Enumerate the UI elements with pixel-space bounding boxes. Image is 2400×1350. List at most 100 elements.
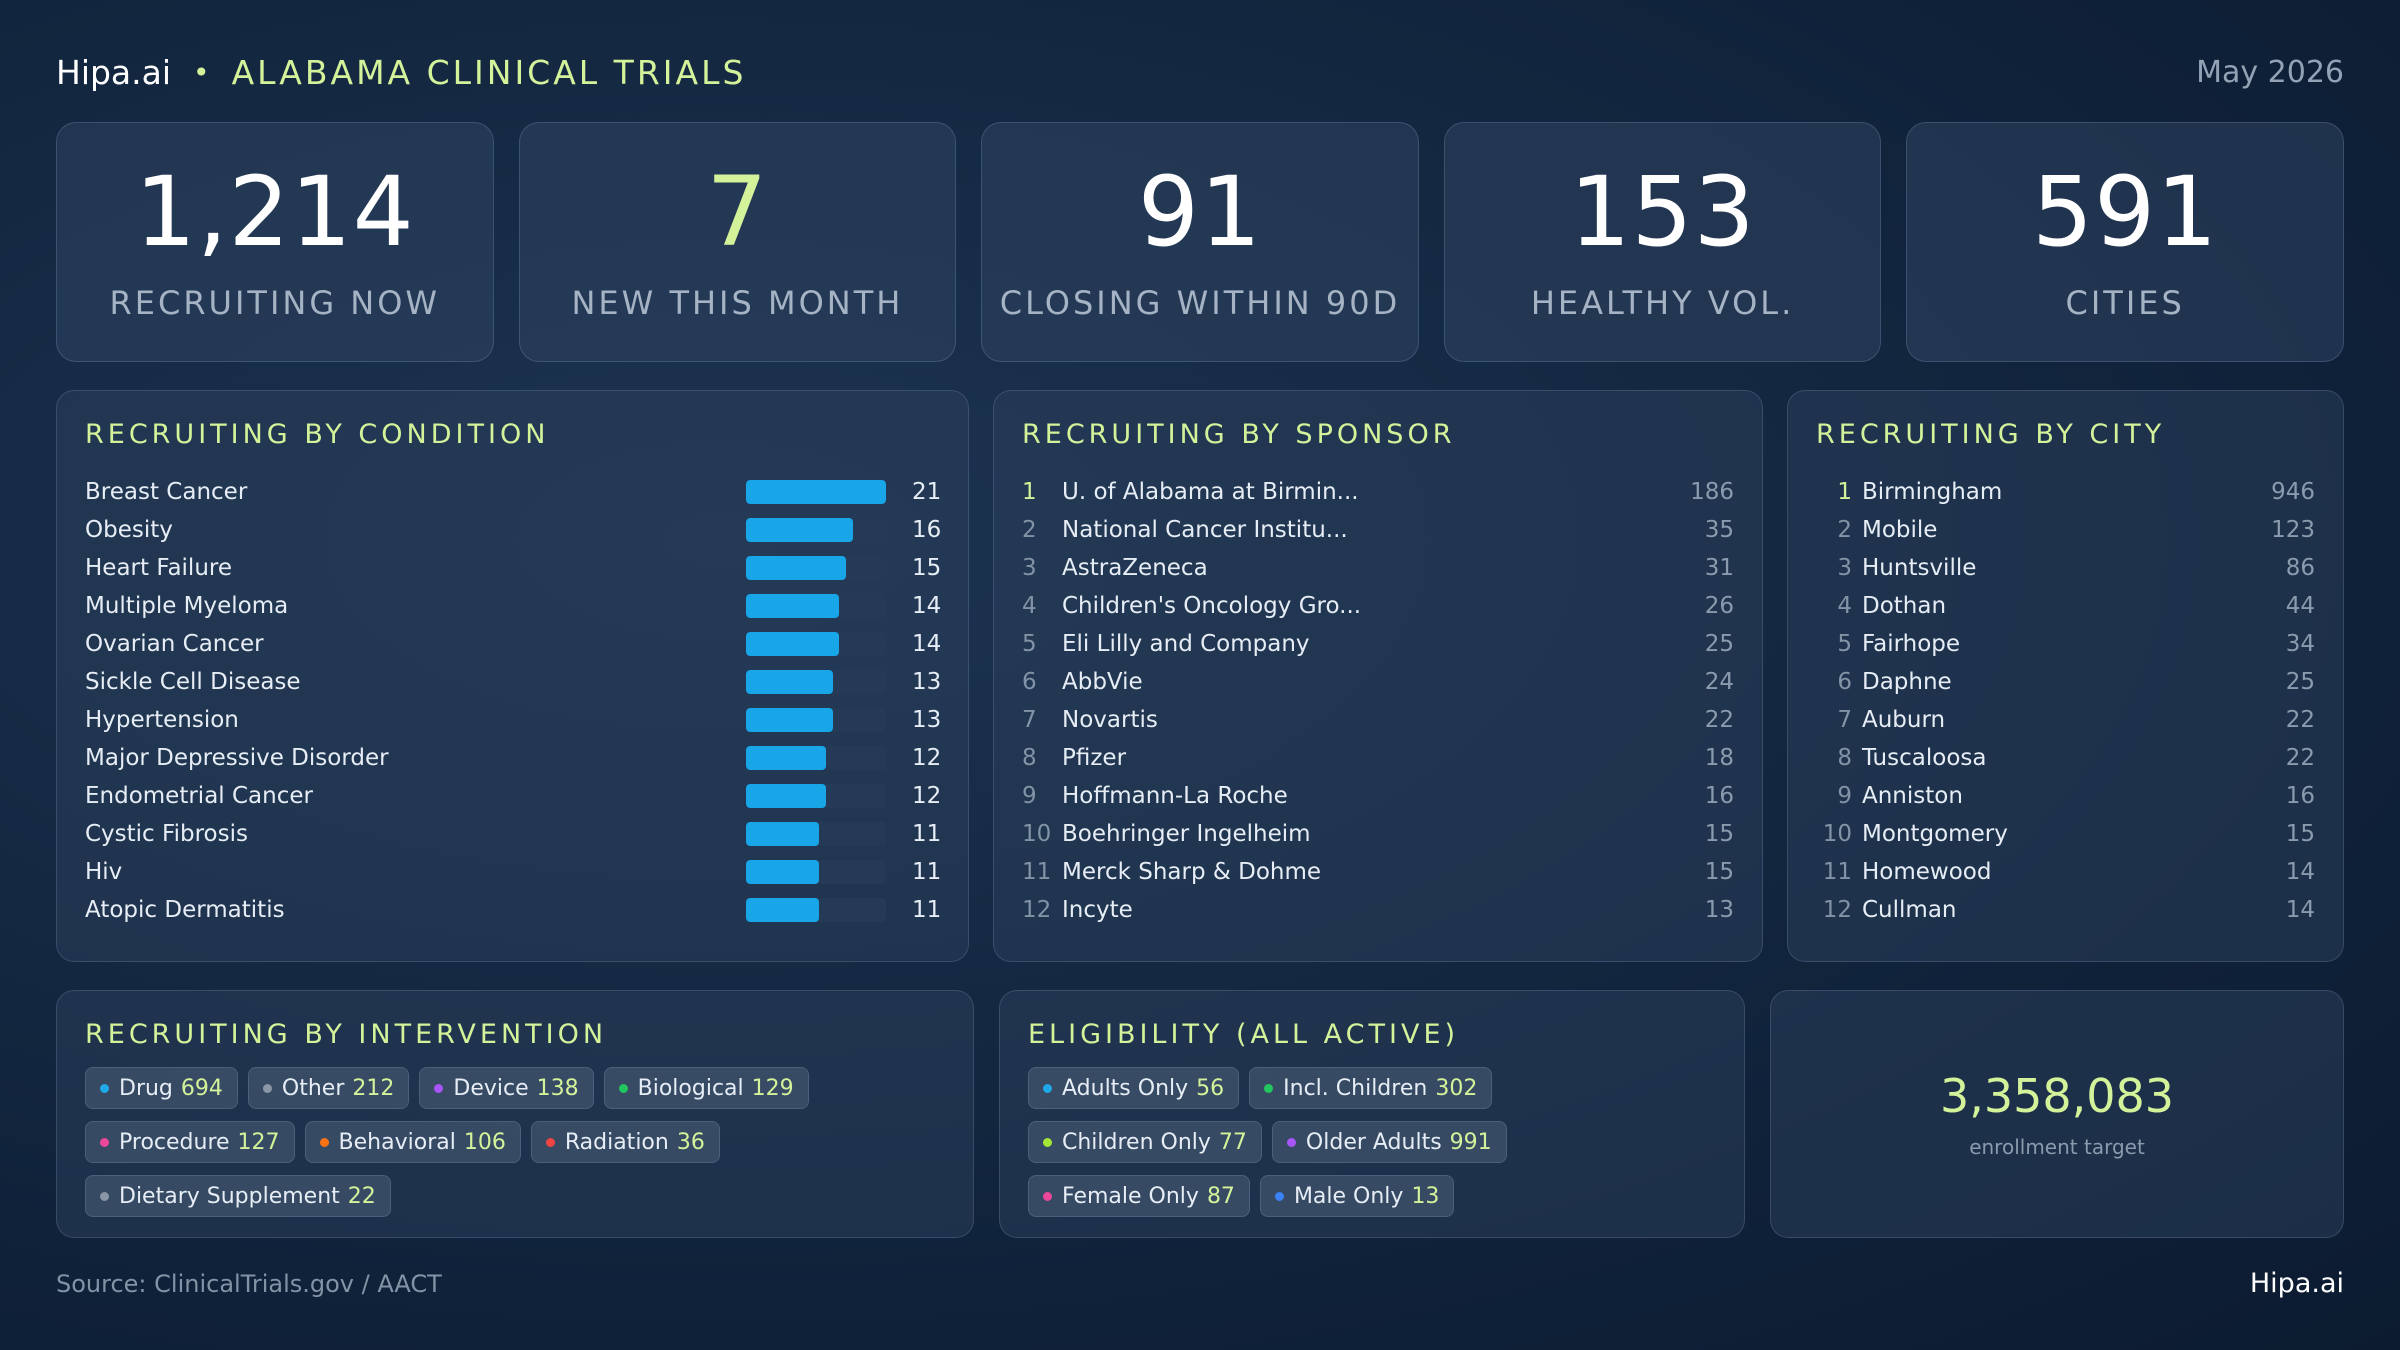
- eligibility-chip[interactable]: Male Only 13: [1259, 1175, 1455, 1217]
- kpi-label: CLOSING WITHIN 90D: [999, 284, 1401, 322]
- eligibility-value: 87: [1206, 1183, 1235, 1209]
- intervention-chip[interactable]: Biological 129: [603, 1067, 809, 1109]
- condition-count: 11: [912, 859, 942, 885]
- legend-dot-icon: [1043, 1137, 1052, 1147]
- condition-row[interactable]: Hiv 11: [85, 853, 942, 891]
- condition-bar-track: [746, 670, 886, 694]
- condition-row[interactable]: Major Depressive Disorder 12: [85, 739, 941, 777]
- city-rank: 12: [1822, 897, 1852, 923]
- sponsor-row[interactable]: 11 Merck Sharp & Dohme 15: [1022, 853, 1734, 891]
- condition-bar: [746, 746, 826, 770]
- condition-row[interactable]: Ovarian Cancer 14: [85, 625, 941, 663]
- intervention-chip[interactable]: Behavioral 106: [304, 1121, 521, 1163]
- condition-row[interactable]: Heart Failure 15: [85, 549, 941, 587]
- city-count: 86: [2285, 555, 2315, 581]
- city-row[interactable]: 1 Birmingham 946: [1816, 473, 2315, 511]
- condition-row[interactable]: Breast Cancer 21: [85, 473, 941, 511]
- city-name: Mobile: [1862, 517, 1938, 543]
- eligibility-chip[interactable]: Incl. Children 302: [1249, 1067, 1493, 1109]
- sponsor-row[interactable]: 4 Children's Oncology Gro... 26: [1022, 587, 1734, 625]
- sponsor-name: Hoffmann-La Roche: [1062, 783, 1288, 809]
- condition-row[interactable]: Sickle Cell Disease 13: [85, 663, 941, 701]
- eligibility-chip[interactable]: Older Adults 991: [1271, 1121, 1507, 1163]
- city-rank: 8: [1837, 745, 1852, 771]
- condition-bar: [746, 860, 820, 884]
- intervention-chip[interactable]: Radiation 36: [530, 1121, 720, 1163]
- intervention-chip[interactable]: Other 212: [247, 1067, 410, 1109]
- city-count: 123: [2271, 517, 2315, 543]
- city-row[interactable]: 11 Homewood 14: [1816, 853, 2315, 891]
- condition-row[interactable]: Obesity 16: [85, 511, 941, 549]
- city-row[interactable]: 5 Fairhope 34: [1816, 625, 2315, 663]
- intervention-label: Biological: [637, 1075, 744, 1101]
- sponsor-row[interactable]: 8 Pfizer 18: [1022, 739, 1734, 777]
- title-separator: •: [193, 55, 210, 89]
- kpi-card-recruiting: 1,214 RECRUITING NOW: [56, 122, 494, 362]
- condition-row[interactable]: Endometrial Cancer 12: [85, 777, 941, 815]
- intervention-value: 212: [352, 1075, 395, 1101]
- sponsor-rank: 4: [1022, 593, 1037, 619]
- city-row[interactable]: 10 Montgomery 15: [1816, 815, 2315, 853]
- city-row[interactable]: 3 Huntsville 86: [1816, 549, 2315, 587]
- city-row[interactable]: 2 Mobile 123: [1816, 511, 2315, 549]
- condition-bar-track: [746, 898, 886, 922]
- intervention-chip[interactable]: Procedure 127: [85, 1121, 295, 1163]
- city-row[interactable]: 4 Dothan 44: [1816, 587, 2315, 625]
- intervention-chip[interactable]: Dietary Supplement 22: [85, 1175, 391, 1217]
- sponsor-list: 1 U. of Alabama at Birmin... 186 2 National …: [1022, 473, 1734, 929]
- condition-bar: [746, 632, 840, 656]
- sponsor-name: U. of Alabama at Birmin...: [1062, 479, 1359, 505]
- kpi-card-new: 7 NEW THIS MONTH: [518, 122, 957, 362]
- legend-dot-icon: [434, 1083, 444, 1093]
- city-row[interactable]: 9 Anniston 16: [1816, 777, 2315, 815]
- eligibility-value: 302: [1435, 1075, 1478, 1101]
- intervention-value: 22: [347, 1183, 376, 1209]
- legend-dot-icon: [262, 1083, 272, 1093]
- kpi-value: 591: [2032, 156, 2219, 268]
- sponsor-rank: 11: [1022, 859, 1052, 885]
- intervention-chip[interactable]: Drug 694: [85, 1067, 238, 1109]
- brand-logo: Hipa.ai: [56, 52, 172, 92]
- city-row[interactable]: 12 Cullman 14: [1816, 891, 2315, 929]
- eligibility-label: Female Only: [1062, 1183, 1199, 1209]
- city-name: Cullman: [1862, 897, 1957, 923]
- city-name: Huntsville: [1862, 555, 1977, 581]
- sponsor-name: Incyte: [1062, 897, 1133, 923]
- panel-by-intervention: RECRUITING BY INTERVENTION Drug 694 Other 2…: [56, 990, 974, 1238]
- eligibility-chip[interactable]: Female Only 87: [1028, 1175, 1250, 1217]
- city-rank: 2: [1837, 517, 1852, 543]
- condition-row[interactable]: Hypertension 13: [85, 701, 941, 739]
- eligibility-chip[interactable]: Adults Only 56: [1028, 1067, 1240, 1109]
- condition-row[interactable]: Atopic Dermatitis 11: [85, 891, 941, 929]
- city-name: Anniston: [1862, 783, 1963, 809]
- city-count: 14: [2285, 897, 2315, 923]
- sponsor-row[interactable]: 3 AstraZeneca 31: [1022, 549, 1734, 587]
- sponsor-row[interactable]: 9 Hoffmann-La Roche 16: [1022, 777, 1734, 815]
- city-count: 946: [2271, 479, 2315, 505]
- sponsor-row[interactable]: 5 Eli Lilly and Company 25: [1022, 625, 1734, 663]
- city-name: Montgomery: [1862, 821, 2008, 847]
- intervention-chips: Drug 694 Other 212 Device 138 Biological 129 Pro…: [85, 1067, 953, 1217]
- condition-row[interactable]: Multiple Myeloma 14: [85, 587, 941, 625]
- sponsor-row[interactable]: 7 Novartis 22: [1022, 701, 1734, 739]
- city-row[interactable]: 7 Auburn 22: [1816, 701, 2315, 739]
- sponsor-row[interactable]: 6 AbbVie 24: [1022, 663, 1734, 701]
- sponsor-name: Novartis: [1062, 707, 1158, 733]
- condition-row[interactable]: Cystic Fibrosis 11: [85, 815, 941, 853]
- sponsor-row[interactable]: 2 National Cancer Institu... 35: [1022, 511, 1734, 549]
- panel-enrollment-target: 3,358,083 enrollment target: [1770, 990, 2344, 1238]
- sponsor-row[interactable]: 1 U. of Alabama at Birmin... 186: [1022, 473, 1734, 511]
- legend-dot-icon: [100, 1191, 109, 1201]
- kpi-label: CITIES: [2065, 284, 2185, 322]
- sponsor-rank: 2: [1022, 517, 1037, 543]
- sponsor-row[interactable]: 12 Incyte 13: [1022, 891, 1734, 929]
- condition-name: Major Depressive Disorder: [85, 745, 389, 771]
- intervention-value: 127: [237, 1129, 280, 1155]
- panel-title: RECRUITING BY CONDITION: [85, 419, 550, 450]
- eligibility-chip[interactable]: Children Only 77: [1028, 1121, 1262, 1163]
- sponsor-row[interactable]: 10 Boehringer Ingelheim 15: [1022, 815, 1734, 853]
- intervention-value: 138: [536, 1075, 579, 1101]
- city-row[interactable]: 8 Tuscaloosa 22: [1816, 739, 2315, 777]
- intervention-chip[interactable]: Device 138: [419, 1067, 594, 1109]
- city-row[interactable]: 6 Daphne 25: [1816, 663, 2315, 701]
